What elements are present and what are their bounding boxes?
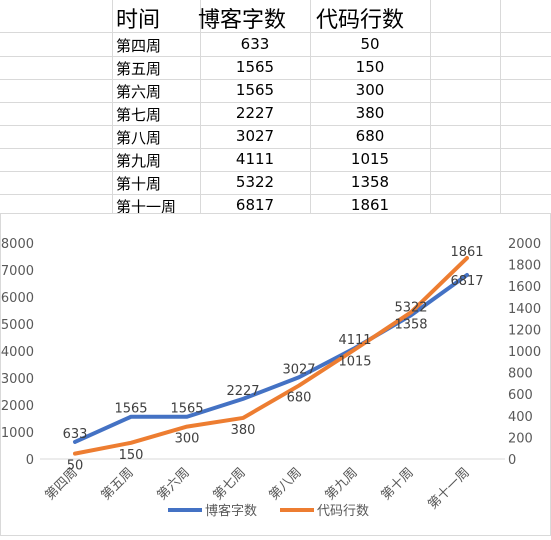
y-left-tick-label: 7000 (1, 264, 34, 279)
y-left-tick-label: 5000 (1, 318, 34, 333)
table-header-cell: 时间 (116, 8, 161, 33)
data-label: 1565 (114, 402, 147, 417)
table-cell: 5322 (235, 173, 275, 191)
grid-row-line (0, 148, 551, 149)
grid-row-line (0, 125, 551, 126)
table-cell: 1565 (235, 81, 275, 99)
table-cell: 3027 (235, 127, 275, 145)
data-label: 1358 (394, 317, 427, 332)
data-label: 1565 (170, 402, 203, 417)
table-cell: 300 (355, 81, 385, 99)
grid-row-line (0, 56, 551, 57)
table-cell: 50 (360, 35, 380, 53)
data-label: 380 (231, 423, 256, 438)
y-right-tick-label: 2000 (508, 237, 541, 252)
data-label: 50 (67, 459, 84, 474)
data-label: 4111 (338, 333, 371, 348)
chart-area[interactable]: 0 1000 2000 3000 4000 5000 6000 7000 8000 0 200 400… (0, 213, 551, 536)
y-right-tick-label: 1400 (508, 302, 541, 317)
grid-col-line (200, 0, 201, 213)
data-label: 5322 (394, 300, 427, 315)
y-right-tick-label: 1600 (508, 280, 541, 295)
line-chart[interactable]: 0 1000 2000 3000 4000 5000 6000 7000 8000 0 200 400… (0, 213, 551, 536)
table-cell: 6817 (235, 196, 275, 214)
legend-label: 代码行数 (317, 504, 369, 519)
series-line-2 (73, 256, 469, 456)
table-cell: 第七周 (116, 106, 162, 124)
data-label: 633 (63, 427, 88, 442)
y-right-tick-label: 600 (508, 388, 533, 403)
grid-col-line (430, 0, 431, 213)
table-cell: 第四周 (116, 37, 162, 55)
y-right-tick-label: 1800 (508, 259, 541, 274)
grid-row-line (0, 32, 551, 33)
data-label: 300 (175, 432, 200, 447)
table-cell: 633 (240, 35, 270, 53)
grid-row-line (0, 194, 551, 195)
grid-row-line (0, 171, 551, 172)
table-cell: 1565 (235, 58, 275, 76)
table-cell: 第九周 (116, 152, 162, 170)
y-left-tick-label: 1000 (1, 426, 34, 441)
table-cell: 第十周 (116, 175, 162, 193)
y-right-tick-label: 1000 (508, 345, 541, 360)
table-cell: 1358 (350, 173, 390, 191)
grid-row-line (0, 79, 551, 80)
y-left-tick-label: 2000 (1, 399, 34, 414)
table-header-cell: 代码行数 (316, 8, 405, 33)
y-right-tick-label: 1200 (508, 323, 541, 338)
y-right-tick-label: 0 (508, 453, 516, 468)
table-cell: 380 (355, 104, 385, 122)
y-left-tick-label: 0 (26, 453, 34, 468)
spreadsheet-table: 时间 博客字数 代码行数第四周 633 50 第五周 1565 150 第六周 1565 300 第七… (0, 0, 551, 216)
table-header-cell: 博客字数 (198, 8, 287, 33)
table-cell: 第十一周 (116, 198, 177, 216)
table-cell: 2227 (235, 104, 275, 122)
grid-col-line (310, 0, 311, 213)
data-label: 2227 (226, 384, 259, 399)
y-left-tick-label: 8000 (1, 237, 34, 252)
table-cell: 第八周 (116, 129, 162, 147)
table-cell: 680 (355, 127, 385, 145)
grid-col-line (500, 0, 501, 213)
data-label: 1015 (338, 354, 371, 369)
table-cell: 150 (355, 58, 385, 76)
y-left-tick-label: 4000 (1, 345, 34, 360)
y-right-tick-label: 200 (508, 431, 533, 446)
table-cell: 4111 (235, 150, 275, 168)
table-cell: 第六周 (116, 83, 162, 101)
data-label: 680 (287, 391, 312, 406)
y-left-tick-label: 3000 (1, 372, 34, 387)
data-label: 1861 (450, 245, 483, 260)
y-left-tick-label: 6000 (1, 291, 34, 306)
table-cell: 1015 (350, 150, 390, 168)
legend-label: 博客字数 (205, 503, 257, 519)
y-right-tick-label: 400 (508, 410, 533, 425)
grid-col-line (112, 0, 113, 213)
table-cell: 1861 (350, 196, 390, 214)
grid-row-line (0, 102, 551, 103)
y-right-tick-label: 800 (508, 367, 533, 382)
data-label: 6817 (450, 274, 483, 289)
table-cell: 第五周 (116, 60, 162, 78)
data-label: 150 (119, 448, 144, 463)
data-label: 3027 (282, 362, 315, 377)
